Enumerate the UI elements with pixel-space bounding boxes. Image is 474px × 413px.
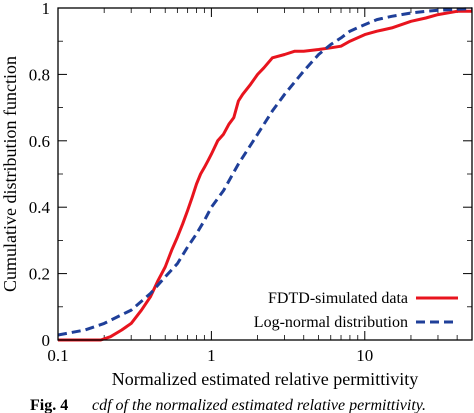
- figure-caption: Fig. 4 cdf of the normalized estimated r…: [30, 397, 426, 413]
- x-tick-label: 10: [356, 346, 373, 365]
- y-tick-label: 1: [42, 0, 51, 18]
- axis-ticks: [57, 7, 472, 341]
- series-line-lognormal: [57, 7, 473, 337]
- y-tick-label: 0.2: [29, 265, 50, 284]
- x-axis-title: Normalized estimated relative permittivi…: [112, 369, 418, 389]
- legend-label-lognormal: Log-normal distribution: [254, 314, 408, 331]
- y-tick-label: 0: [42, 331, 51, 350]
- y-tick-label: 0.8: [29, 65, 50, 84]
- plot-frame: [57, 7, 473, 341]
- series-line-fdtd: [58, 9, 472, 342]
- x-tick-label: 1: [207, 346, 216, 365]
- series-layer: [57, 7, 473, 342]
- legend-label-fdtd: FDTD-simulated data: [268, 290, 408, 307]
- y-tick-label: 0.4: [29, 198, 51, 217]
- y-axis-title: Cumulative distribution function: [0, 56, 20, 292]
- tick-labels: 0.1 1 10 0 0.2 0.4 0.6 0.8 1: [29, 0, 374, 365]
- plot-area: [58, 8, 472, 340]
- caption-label: Fig. 4: [30, 397, 68, 413]
- x-tick-label: 0.1: [47, 346, 68, 365]
- legend: FDTD-simulated data Log-normal distribut…: [254, 290, 458, 331]
- caption-text: cdf of the normalized estimated relative…: [92, 397, 426, 413]
- y-tick-label: 0.6: [29, 132, 50, 151]
